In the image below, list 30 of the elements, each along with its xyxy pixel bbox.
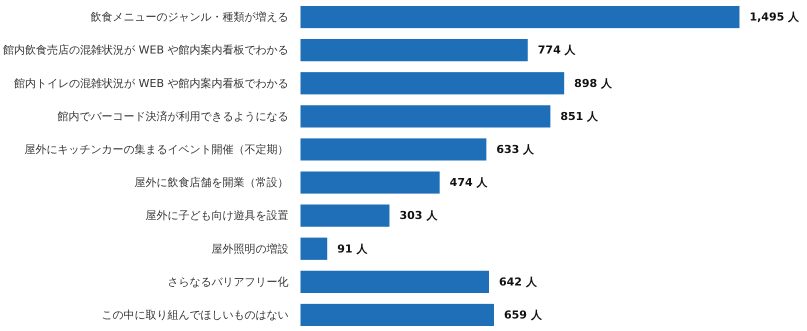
y-tick-label: 館内でバーコード決済が利用できるようになる bbox=[58, 110, 288, 123]
bar bbox=[300, 72, 564, 94]
y-tick-label: 屋外照明の増設 bbox=[212, 242, 288, 256]
y-tick-label: 屋外に飲食店舗を開業（常設） bbox=[134, 176, 288, 190]
y-tick-label: この中に取り組んでほしいものはない bbox=[102, 308, 288, 322]
bar bbox=[300, 105, 550, 128]
data-label: 642 人 bbox=[499, 275, 538, 288]
y-tick-label: 館内飲食売店の混雑状況が WEB や館内案内看板でわかる bbox=[3, 44, 289, 57]
data-label: 633 人 bbox=[496, 142, 536, 156]
data-label: 659 人 bbox=[504, 308, 543, 322]
y-tick-label: さらなるバリアフリー化 bbox=[168, 275, 288, 288]
data-label: 774 人 bbox=[538, 44, 577, 57]
bar bbox=[300, 6, 740, 28]
data-label: 1,495 人 bbox=[749, 10, 800, 24]
data-label: 898 人 bbox=[574, 76, 613, 90]
y-tick-label: 飲食メニューのジャンル・種類が増える bbox=[90, 10, 288, 24]
data-label: 851 人 bbox=[560, 110, 600, 123]
bar bbox=[300, 171, 440, 194]
y-tick-label: 屋外に子ども向け遊具を設置 bbox=[146, 209, 288, 222]
bar bbox=[300, 39, 528, 62]
bar bbox=[300, 270, 490, 293]
bar bbox=[300, 304, 494, 326]
y-tick-label: 屋外にキッチンカーの集まるイベント開催（不定期） bbox=[24, 142, 288, 156]
bar bbox=[300, 138, 486, 161]
y-tick-label: 館内トイレの混雑状況が WEB や館内案内看板でわかる bbox=[14, 76, 289, 90]
data-label: 474 人 bbox=[450, 176, 488, 190]
data-label: 303 人 bbox=[399, 209, 438, 222]
bar bbox=[300, 238, 328, 260]
data-label: 91 人 bbox=[337, 242, 368, 256]
bar bbox=[300, 204, 390, 227]
